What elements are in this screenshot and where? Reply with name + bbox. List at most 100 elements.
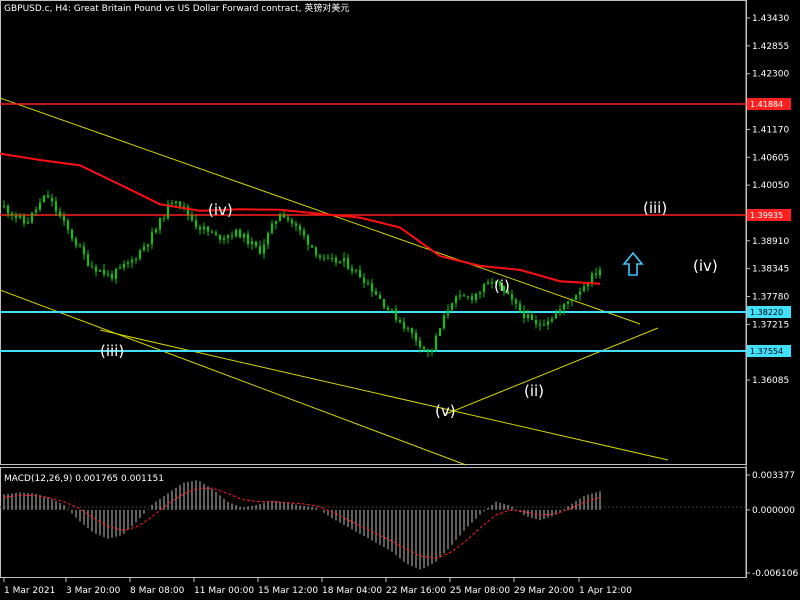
candle-body <box>195 220 197 227</box>
candle-body <box>575 294 577 300</box>
candle-body <box>179 201 181 207</box>
time-axis: 1 Mar 2021 3 Mar 20:00 8 Mar 08:00 11 Mar 0… <box>3 578 632 596</box>
candle-body <box>423 347 425 350</box>
candle-body <box>27 222 29 224</box>
candle-body <box>391 309 393 311</box>
candle-body <box>87 254 89 266</box>
candle-body <box>95 266 97 272</box>
candle-body <box>403 322 405 329</box>
candle-body <box>15 215 17 218</box>
candle-body <box>291 219 293 224</box>
macd-tick-label: 0.003377 <box>752 471 795 481</box>
candle-body <box>99 269 101 272</box>
candle-body <box>131 259 133 263</box>
candle-body <box>531 314 533 321</box>
candle-body <box>543 324 545 326</box>
candle-body <box>31 212 33 223</box>
candle-body <box>267 232 269 245</box>
candle-body <box>299 225 301 231</box>
candle-body <box>235 229 237 237</box>
macd-histogram <box>3 480 601 570</box>
candle-body <box>447 309 449 316</box>
candle-body <box>463 295 465 297</box>
wave-label-i: (i) <box>494 277 510 295</box>
candle-body <box>435 336 437 351</box>
candle-body <box>75 238 77 246</box>
candle-body <box>239 229 241 238</box>
candle-body <box>555 313 557 319</box>
candle-body <box>563 303 565 310</box>
candle-body <box>51 197 53 202</box>
wave-label-iii-left: (iii) <box>100 342 124 360</box>
candle-body <box>159 217 161 230</box>
candle-body <box>355 270 357 272</box>
candle-body <box>263 244 265 254</box>
price-tick-label: 1.38345 <box>752 265 789 275</box>
candle-body <box>119 267 121 269</box>
candle-body <box>151 232 153 245</box>
candle-body <box>67 220 69 230</box>
candle-body <box>535 320 537 325</box>
price-tick-label: 1.36085 <box>752 376 789 386</box>
lower-channel-line <box>0 289 467 466</box>
time-tick-label: 25 Mar 08:00 <box>450 586 510 596</box>
candle-body <box>339 261 341 263</box>
price-tick-label: 1.42855 <box>752 42 789 52</box>
candle-body <box>307 235 309 245</box>
wave-label-iii-right: (iii) <box>643 199 667 217</box>
candle-body <box>191 214 193 221</box>
candle-body <box>455 296 457 304</box>
wave-label-iv-left: (iv) <box>208 201 233 219</box>
wave-label-ii: (ii) <box>524 382 544 400</box>
candle-body <box>231 235 233 237</box>
badge-resistance-2 <box>747 209 791 221</box>
macd-axis: 0.003377 0.000000 -0.006106 <box>746 471 798 579</box>
candle-body <box>3 205 5 207</box>
chart-title: GBPUSD.c, H4: Great Britain Pound vs US … <box>4 2 349 14</box>
candle-body <box>115 268 117 279</box>
candle-body <box>23 216 25 224</box>
candle-body <box>103 269 105 275</box>
time-tick-label: 11 Mar 00:00 <box>194 586 254 596</box>
badge-resistance-1-text: 1.41884 <box>750 100 783 109</box>
candle-body <box>527 314 529 318</box>
candle-body <box>211 231 213 233</box>
candle-body <box>287 217 289 220</box>
candle-body <box>387 307 389 310</box>
candle-body <box>283 214 285 218</box>
macd-signal-line <box>3 487 601 560</box>
candle-body <box>331 257 333 259</box>
candle-body <box>327 257 329 259</box>
candle-body <box>315 247 317 256</box>
candle-body <box>499 281 501 286</box>
badge-support-1-text: 1.38220 <box>750 308 783 317</box>
candle-body <box>311 244 313 248</box>
candle-body <box>551 318 553 322</box>
candle-body <box>35 209 37 213</box>
wave-label-iv-right: (iv) <box>693 257 718 275</box>
candle-body <box>247 233 249 245</box>
candle-body <box>539 324 541 326</box>
candle-body <box>439 328 441 337</box>
time-tick-label: 8 Mar 08:00 <box>130 586 185 596</box>
candle-body <box>427 349 429 352</box>
candle-body <box>363 277 365 283</box>
candle-body <box>275 221 277 224</box>
candle-body <box>259 246 261 254</box>
candle-body <box>71 229 73 239</box>
candle-body <box>323 257 325 259</box>
candle-body <box>367 282 369 284</box>
price-tick-label: 1.37215 <box>752 320 789 330</box>
moving-average-line <box>0 152 601 285</box>
candle-body <box>111 273 113 279</box>
candle-body <box>467 296 469 298</box>
candle-body <box>91 265 93 267</box>
candle-body <box>143 246 145 251</box>
price-tick-label: 1.42300 <box>752 70 789 80</box>
wave-labels: (iv) (iii) (v) (i) (ii) (iii) (iv) <box>100 199 718 420</box>
candle-body <box>123 263 125 268</box>
candle-body <box>591 273 593 285</box>
price-tick-label: 1.41170 <box>752 125 789 135</box>
